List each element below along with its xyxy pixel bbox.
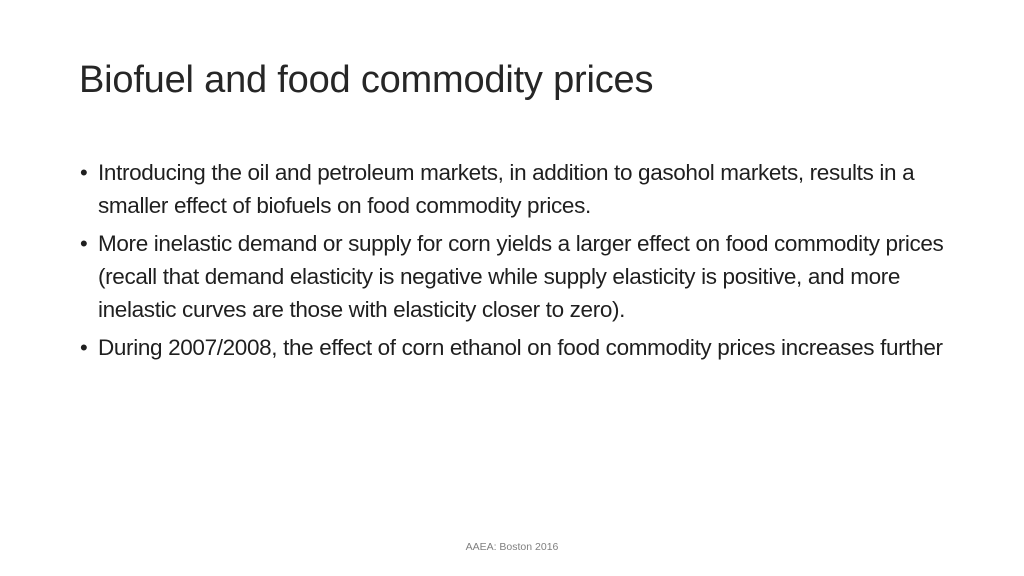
slide-footer: AAEA: Boston 2016 xyxy=(465,541,559,553)
bullet-icon: • xyxy=(80,160,88,185)
bullet-text: More inelastic demand or supply for corn… xyxy=(98,231,944,322)
bullet-text: During 2007/2008, the effect of corn eth… xyxy=(98,335,943,360)
bullet-item: • During 2007/2008, the effect of corn e… xyxy=(79,331,959,364)
bullet-item: • Introducing the oil and petroleum mark… xyxy=(79,156,959,222)
bullet-list: • Introducing the oil and petroleum mark… xyxy=(79,156,959,369)
bullet-icon: • xyxy=(80,231,88,256)
bullet-item: • More inelastic demand or supply for co… xyxy=(79,227,959,326)
bullet-icon: • xyxy=(80,335,88,360)
slide-title: Biofuel and food commodity prices xyxy=(79,59,654,101)
bullet-text: Introducing the oil and petroleum market… xyxy=(98,160,915,218)
